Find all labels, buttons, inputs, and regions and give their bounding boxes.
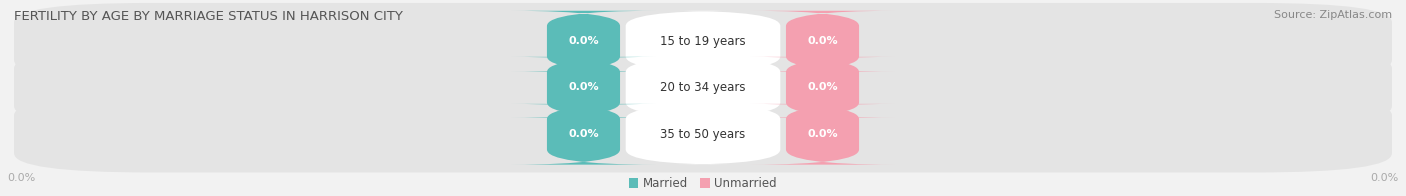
Text: 0.0%: 0.0% — [1371, 173, 1399, 183]
Text: FERTILITY BY AGE BY MARRIAGE STATUS IN HARRISON CITY: FERTILITY BY AGE BY MARRIAGE STATUS IN H… — [14, 10, 404, 23]
Text: 15 to 19 years: 15 to 19 years — [661, 35, 745, 48]
FancyBboxPatch shape — [512, 11, 655, 72]
Text: 0.0%: 0.0% — [807, 36, 838, 46]
FancyBboxPatch shape — [512, 104, 655, 165]
FancyBboxPatch shape — [626, 104, 780, 165]
FancyBboxPatch shape — [751, 104, 896, 165]
FancyBboxPatch shape — [14, 49, 1392, 125]
FancyBboxPatch shape — [626, 57, 780, 118]
Text: 20 to 34 years: 20 to 34 years — [661, 81, 745, 94]
Text: 35 to 50 years: 35 to 50 years — [661, 128, 745, 141]
FancyBboxPatch shape — [512, 57, 655, 118]
Text: 0.0%: 0.0% — [807, 82, 838, 92]
Text: 0.0%: 0.0% — [807, 129, 838, 139]
Text: 0.0%: 0.0% — [568, 82, 599, 92]
FancyBboxPatch shape — [751, 11, 896, 72]
Text: 0.0%: 0.0% — [7, 173, 35, 183]
Legend: Married, Unmarried: Married, Unmarried — [628, 177, 778, 190]
FancyBboxPatch shape — [751, 57, 896, 118]
FancyBboxPatch shape — [14, 96, 1392, 172]
Text: 0.0%: 0.0% — [568, 36, 599, 46]
FancyBboxPatch shape — [14, 3, 1392, 79]
Text: Source: ZipAtlas.com: Source: ZipAtlas.com — [1274, 10, 1392, 20]
Text: 0.0%: 0.0% — [568, 129, 599, 139]
FancyBboxPatch shape — [626, 11, 780, 72]
